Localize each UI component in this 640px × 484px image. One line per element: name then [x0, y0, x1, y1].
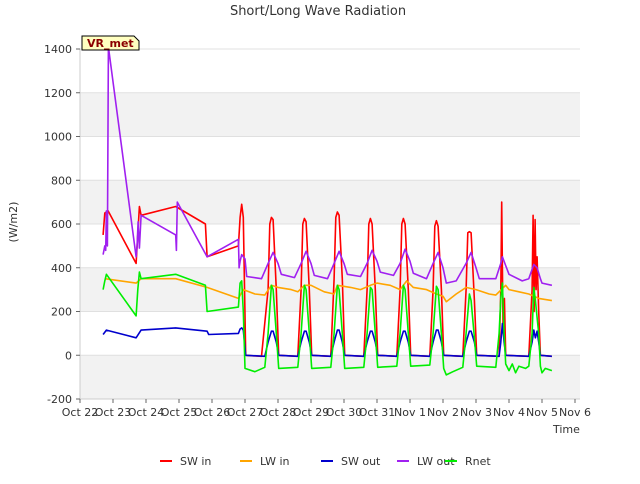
x-tick-label: Oct 29 [293, 406, 330, 419]
x-tick-label: Nov 6 [559, 406, 591, 419]
x-tick-label: Nov 1 [394, 406, 426, 419]
y-tick-label: -200 [47, 393, 72, 406]
series-lines [102, 46, 553, 376]
x-tick-label: Oct 26 [194, 406, 231, 419]
background-band [80, 180, 580, 224]
x-tick-label: Oct 27 [227, 406, 264, 419]
y-tick-label: 1000 [44, 131, 72, 144]
x-tick-label: Oct 31 [359, 406, 396, 419]
x-tick-label: Oct 23 [95, 406, 132, 419]
x-axis-label: Time [552, 423, 580, 436]
y-tick-label: 1200 [44, 87, 72, 100]
y-tick-label: 800 [51, 174, 72, 187]
legend-label: LW in [260, 455, 290, 468]
series-line-lw-out [102, 46, 553, 287]
legend-label: Rnet [465, 455, 491, 468]
site-label: VR_met [87, 37, 134, 50]
x-tick-label: Oct 30 [326, 406, 363, 419]
x-tick-label: Nov 2 [427, 406, 459, 419]
y-tick-label: 400 [51, 262, 72, 275]
y-tick-label: 200 [51, 306, 72, 319]
x-tick-label: Oct 22 [62, 406, 99, 419]
x-tick-label: Nov 3 [460, 406, 492, 419]
y-tick-label: 600 [51, 218, 72, 231]
y-tick-label: 0 [65, 349, 72, 362]
series-line-lw-in [104, 277, 553, 303]
legend-label: SW in [180, 455, 211, 468]
y-axis-label: (W/m2) [7, 202, 20, 243]
series-line-sw-out [102, 322, 552, 358]
legend: SW in LW in SW out LW out Rnet [160, 455, 491, 468]
x-tick-label: Nov 4 [493, 406, 525, 419]
chart-title: Short/Long Wave Radiation [230, 4, 406, 19]
x-tick-label: Oct 24 [128, 406, 165, 419]
y-tick-label: 1400 [44, 43, 72, 56]
legend-label: LW out [417, 455, 455, 468]
site-label-box: VR_met [81, 35, 140, 51]
legend-label: SW out [341, 455, 381, 468]
series-line-rnet [102, 271, 553, 376]
background-band [80, 92, 580, 137]
x-tick-label: Nov 5 [526, 406, 558, 419]
x-tick-label: Oct 25 [161, 406, 198, 419]
x-tick-label: Oct 28 [260, 406, 297, 419]
